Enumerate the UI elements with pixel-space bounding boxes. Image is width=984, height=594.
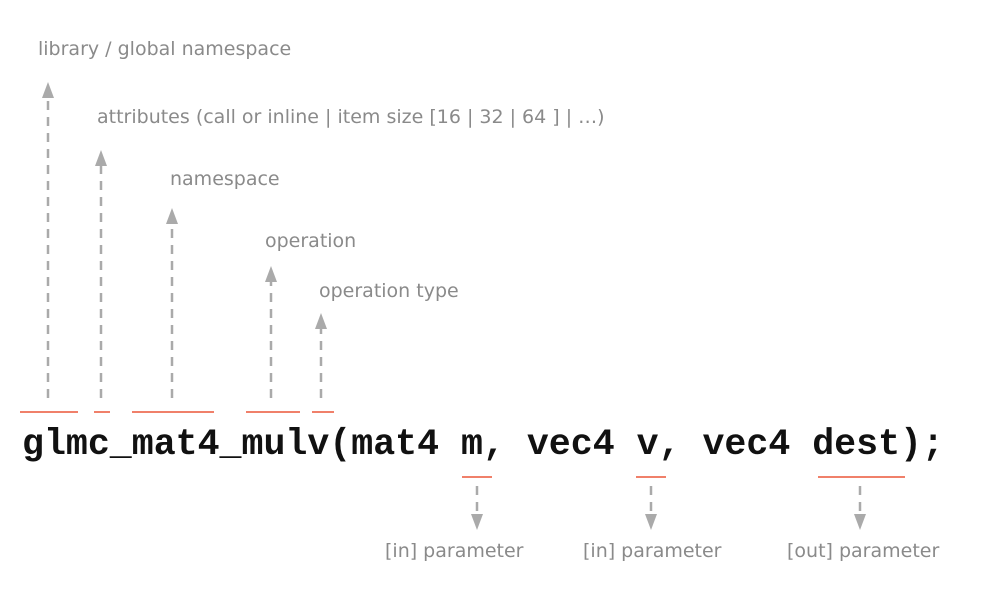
label-namespace: namespace: [170, 168, 280, 190]
arrow-operation-type: [315, 313, 327, 398]
function-signature: glmc_mat4_mulv(mat4 m, vec4 v, vec4 dest…: [22, 424, 944, 465]
arrow-param-m: [471, 486, 483, 530]
arrow-param-dest: [854, 486, 866, 530]
label-attributes: attributes (call or inline | item size […: [97, 106, 605, 128]
arrow-attributes: [95, 150, 107, 398]
arrow-namespace: [166, 208, 178, 398]
arrow-param-v: [645, 486, 657, 530]
label-operation: operation: [265, 230, 356, 252]
arrow-operation: [265, 266, 277, 398]
label-param-v: [in] parameter: [583, 540, 722, 562]
arrow-library: [42, 82, 54, 398]
label-param-m: [in] parameter: [385, 540, 524, 562]
label-library: library / global namespace: [38, 38, 291, 60]
label-operation-type: operation type: [319, 280, 459, 302]
label-param-dest: [out] parameter: [787, 540, 939, 562]
